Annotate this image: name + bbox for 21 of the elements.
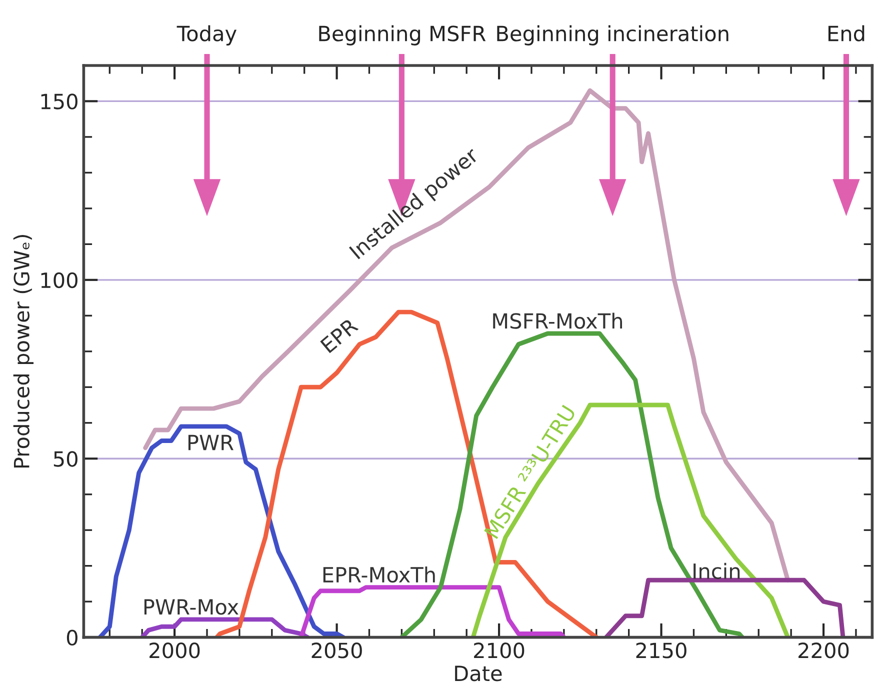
x-tick-label: 2100 [474,642,524,658]
ref-line-label: Beginning MSFR [319,25,486,46]
y-tick-label: 150 [41,94,78,110]
x-tick-label: 2200 [798,642,849,658]
series-label: PWR-Mox [144,599,238,615]
text: EPR [320,317,359,354]
ref-line-label: Beginning incineration [497,25,728,46]
x-axis-title: Date [455,666,502,682]
series-label: EPR-MoxTh [323,566,435,583]
y-tick-label: 0 [66,630,78,646]
y-axis-title: Produced power (GWₑ) [13,235,34,468]
x-tick-label: 2000 [150,642,200,658]
series-label: MSFR-MoxTh [493,312,622,329]
ref-line-label: End [828,25,864,42]
y-tick-label: 50 [54,451,78,467]
series-label: PWR [188,434,234,450]
y-tick-label: 100 [41,272,78,288]
ref-line-label: Today [176,25,236,46]
series-label: Incin [694,562,740,580]
x-tick-label: 2150 [636,642,686,658]
x-tick-label: 2050 [312,642,362,658]
